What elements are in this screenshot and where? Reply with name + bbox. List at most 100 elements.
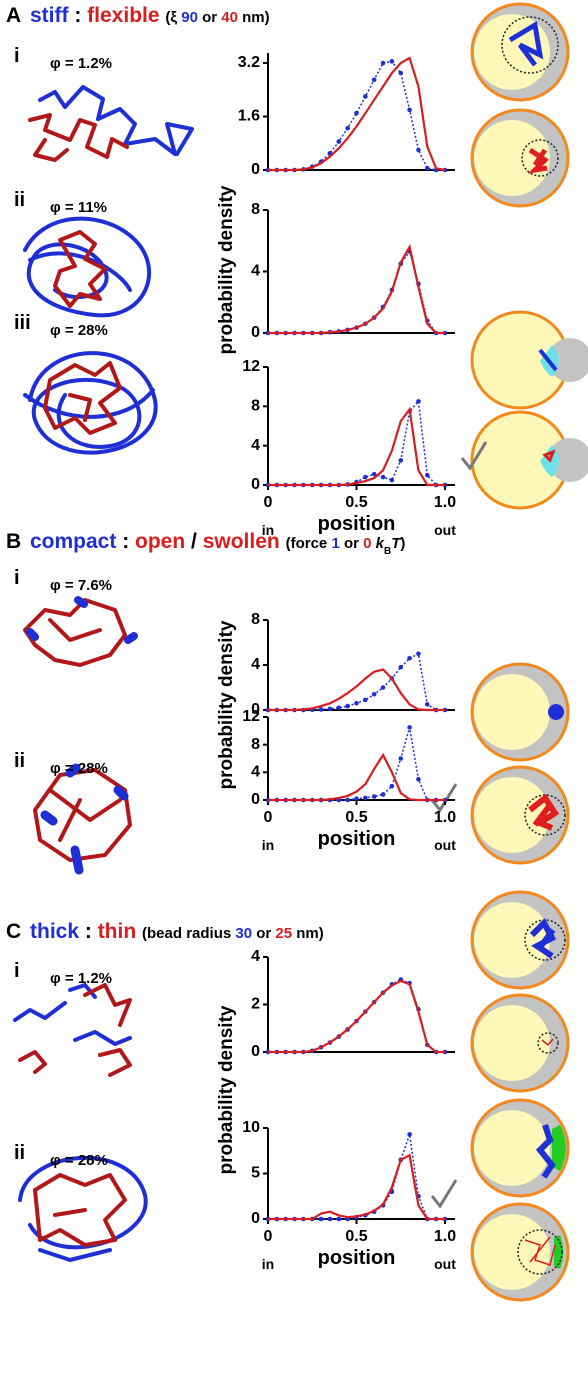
data-point [318, 707, 324, 712]
data-point [345, 703, 350, 709]
panel-heading: compact : open / swollen (force 1 or 0 k… [30, 530, 405, 557]
check-marks [430, 441, 488, 1209]
data-point [318, 1216, 324, 1222]
heading-note: ) [400, 535, 405, 552]
series-line [268, 249, 445, 334]
phi-label: φ = 1.2% [50, 55, 112, 72]
heading-part: compact [30, 530, 116, 553]
data-point [363, 474, 368, 480]
x-axis-label: position [318, 513, 396, 535]
panel-letter: A [6, 4, 21, 27]
heading-note: (bead radius [142, 925, 235, 942]
data-point [416, 399, 421, 404]
heading-part: : [79, 920, 98, 943]
y-tick-label: 4 [251, 656, 260, 673]
heading-part: stiff [30, 4, 70, 27]
heading-part: / [185, 530, 203, 553]
series-line [268, 1153, 445, 1221]
axis-end-label: out [434, 1256, 456, 1272]
x-axis-label: position [318, 1247, 396, 1269]
data-point [380, 685, 386, 690]
y-tick-label: 0 [251, 701, 260, 718]
y-tick-label: 8 [251, 736, 260, 753]
x-tick-label: 0 [264, 809, 273, 826]
data-point [345, 797, 350, 803]
y-tick-label: 12 [242, 358, 260, 375]
heading-part: : [116, 530, 135, 553]
data-point [380, 792, 386, 797]
x-tick-label: 1.0 [434, 494, 456, 511]
y-tick-label: 8 [251, 201, 260, 218]
axis-end-label: in [262, 837, 274, 853]
y-tick-label: 0 [251, 324, 260, 341]
phi-label: φ = 7.6% [50, 577, 112, 594]
heading-note: nm) [238, 9, 270, 26]
axis-end-label: out [434, 837, 456, 853]
row-numeral: iii [14, 312, 31, 334]
data-point [398, 70, 404, 76]
phi-label: φ = 11% [50, 199, 107, 216]
panel-letter: B [6, 530, 21, 553]
heading-note: B [384, 546, 391, 557]
y-axis-label: probability density [216, 185, 237, 354]
heading-note: 30 [235, 925, 252, 942]
y-tick-label: 2 [251, 996, 260, 1013]
heading-note: (force [286, 535, 332, 552]
data-point [398, 458, 404, 463]
data-point [327, 706, 333, 712]
phi-label: φ = 28% [50, 1152, 108, 1169]
x-tick-label: 0 [264, 494, 273, 511]
data-point [354, 110, 359, 116]
series-line [268, 243, 445, 335]
row-numeral: ii [14, 1142, 25, 1164]
axis-end-label: in [262, 1256, 274, 1272]
y-tick-label: 0 [251, 161, 260, 178]
x-tick-label: 0.5 [345, 494, 367, 511]
y-tick-label: 4 [251, 437, 260, 454]
data-point [336, 139, 342, 144]
row-numeral: i [14, 567, 20, 589]
series-line [268, 727, 445, 801]
phi-label: φ = 1.2% [50, 970, 112, 987]
series-line [268, 60, 445, 171]
heading-note: k [371, 535, 384, 552]
axis-end-label: in [262, 522, 274, 538]
heading-note: or [198, 9, 221, 26]
data-point [425, 166, 430, 171]
data-point [363, 795, 368, 801]
data-point [416, 776, 421, 782]
phi-label: φ = 28% [50, 322, 108, 339]
axis-end-label: out [434, 522, 456, 538]
heading-note: or [252, 925, 275, 942]
series-line [268, 668, 445, 712]
data-point [354, 796, 359, 801]
series-line [268, 56, 446, 172]
data-point [389, 783, 395, 789]
y-tick-label: 8 [251, 398, 260, 415]
data-point [371, 794, 377, 799]
data-point [380, 60, 386, 66]
heading-part: thick [30, 920, 79, 943]
heading-note: T [391, 535, 402, 552]
data-point [425, 472, 430, 478]
panel-heading: stiff : flexible (ξ 90 or 40 nm) [30, 4, 270, 27]
y-tick-label: 4 [251, 948, 260, 965]
x-axis-label: position [318, 828, 396, 850]
heading-note: (ξ [165, 9, 181, 26]
panel-letter: C [6, 920, 21, 943]
data-point [407, 655, 412, 661]
polymer-illustrations [13, 85, 194, 1262]
heading-note: or [340, 535, 363, 552]
row-numeral: ii [14, 189, 25, 211]
data-point [407, 107, 412, 113]
y-tick-label: 10 [242, 1119, 260, 1136]
heading-note: 40 [221, 9, 238, 26]
y-tick-label: 0 [251, 791, 260, 808]
row-numeral: i [14, 960, 20, 982]
data-point [371, 691, 377, 697]
data-point [380, 474, 386, 480]
heading-part: thin [98, 920, 136, 943]
data-point [354, 700, 359, 706]
series-line [268, 979, 445, 1054]
